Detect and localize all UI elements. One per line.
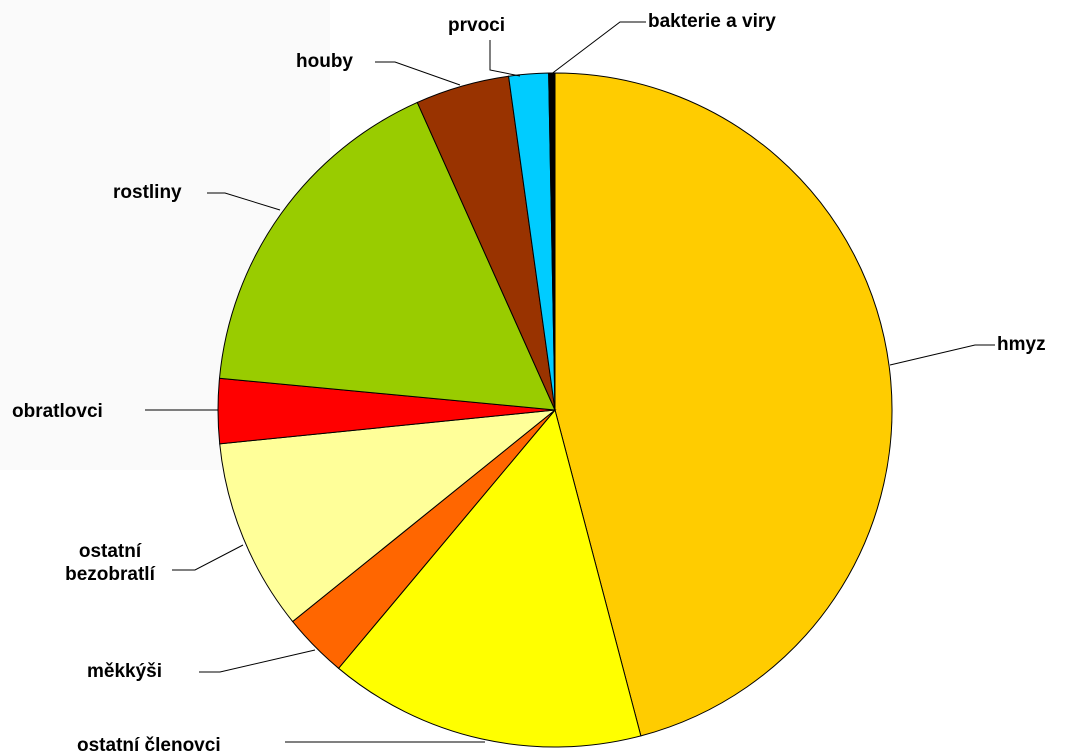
slice-label: ostatní bezobratlí [65, 541, 155, 585]
leader-line [207, 192, 281, 211]
slice-label: obratlovci [12, 401, 103, 422]
pie-slice [219, 409, 557, 623]
leader-line [375, 61, 461, 86]
leader-line [172, 544, 244, 571]
slice-label: houby [296, 51, 353, 72]
pie-slice [337, 408, 642, 748]
leader-line [199, 649, 316, 673]
slice-label: rostliny [113, 182, 182, 203]
slice-label: měkkýši [87, 661, 163, 682]
leader-line [549, 21, 646, 76]
slice-label: prvoci [448, 15, 506, 36]
slice-label: bakterie a viry [648, 11, 776, 32]
pie-slice [554, 72, 893, 737]
leader-line [889, 344, 995, 366]
leader-line [489, 40, 521, 77]
slice-label: ostatní členovci [77, 735, 221, 756]
slice-label: hmyz [997, 334, 1046, 355]
pie-slice [218, 101, 556, 411]
